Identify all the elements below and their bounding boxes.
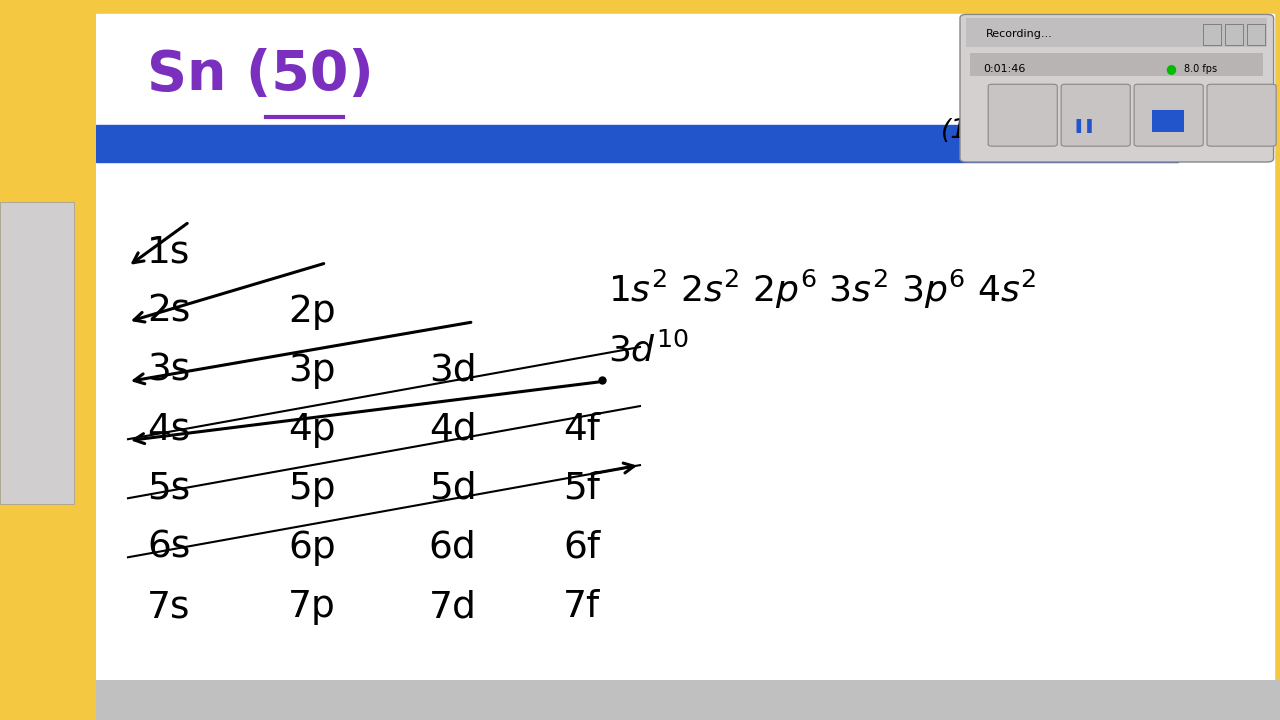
Text: 5d: 5d — [429, 471, 476, 507]
Bar — [0, 202, 74, 504]
Text: ❚❚: ❚❚ — [1073, 119, 1096, 132]
Text: $3d^{10}$: $3d^{10}$ — [608, 332, 689, 369]
Text: 4f: 4f — [563, 412, 600, 448]
Text: 1s: 1s — [147, 235, 191, 271]
Text: ●: ● — [1165, 62, 1175, 75]
Text: Sn (50): Sn (50) — [147, 48, 374, 102]
FancyBboxPatch shape — [1207, 84, 1276, 146]
Bar — [0, 680, 1280, 720]
Text: 5s: 5s — [147, 471, 191, 507]
Bar — [0, 0, 96, 720]
Text: 4d: 4d — [429, 412, 476, 448]
Bar — [1203, 24, 1221, 45]
Text: Recording...: Recording... — [986, 30, 1052, 40]
Text: 5f: 5f — [563, 471, 600, 507]
Text: $1s^{2}\ 2s^{2}\ 2p^{6}\ 3s^{2}\ 3p^{6}\ 4s^{2}$: $1s^{2}\ 2s^{2}\ 2p^{6}\ 3s^{2}\ 3p^{6}\… — [608, 269, 1037, 311]
Text: 8.0 fps: 8.0 fps — [1184, 64, 1217, 74]
Text: 6s: 6s — [147, 530, 191, 566]
Text: 7s: 7s — [147, 589, 191, 625]
FancyBboxPatch shape — [1134, 84, 1203, 146]
Text: 5p: 5p — [288, 471, 335, 507]
FancyBboxPatch shape — [988, 84, 1057, 146]
Text: 4p: 4p — [288, 412, 335, 448]
Bar — [970, 53, 1263, 76]
Text: 2p: 2p — [288, 294, 335, 330]
Text: 6p: 6p — [288, 530, 335, 566]
Bar — [1152, 110, 1184, 132]
Bar — [96, 125, 1178, 162]
Text: 6d: 6d — [429, 530, 476, 566]
Text: (12): (12) — [941, 118, 995, 144]
Text: 7p: 7p — [288, 589, 335, 625]
Text: 6f: 6f — [563, 530, 600, 566]
FancyBboxPatch shape — [1061, 84, 1130, 146]
FancyBboxPatch shape — [960, 14, 1274, 162]
Text: 4s: 4s — [147, 412, 191, 448]
Text: 7f: 7f — [563, 589, 600, 625]
Text: 3p: 3p — [288, 353, 335, 389]
Text: 3s: 3s — [147, 353, 191, 389]
Bar — [966, 18, 1267, 47]
Text: 7d: 7d — [429, 589, 476, 625]
Text: 2s: 2s — [147, 294, 191, 330]
Bar — [1225, 24, 1243, 45]
Text: 0:01:46: 0:01:46 — [983, 64, 1025, 74]
Text: 3d: 3d — [429, 353, 476, 389]
Bar — [1247, 24, 1265, 45]
